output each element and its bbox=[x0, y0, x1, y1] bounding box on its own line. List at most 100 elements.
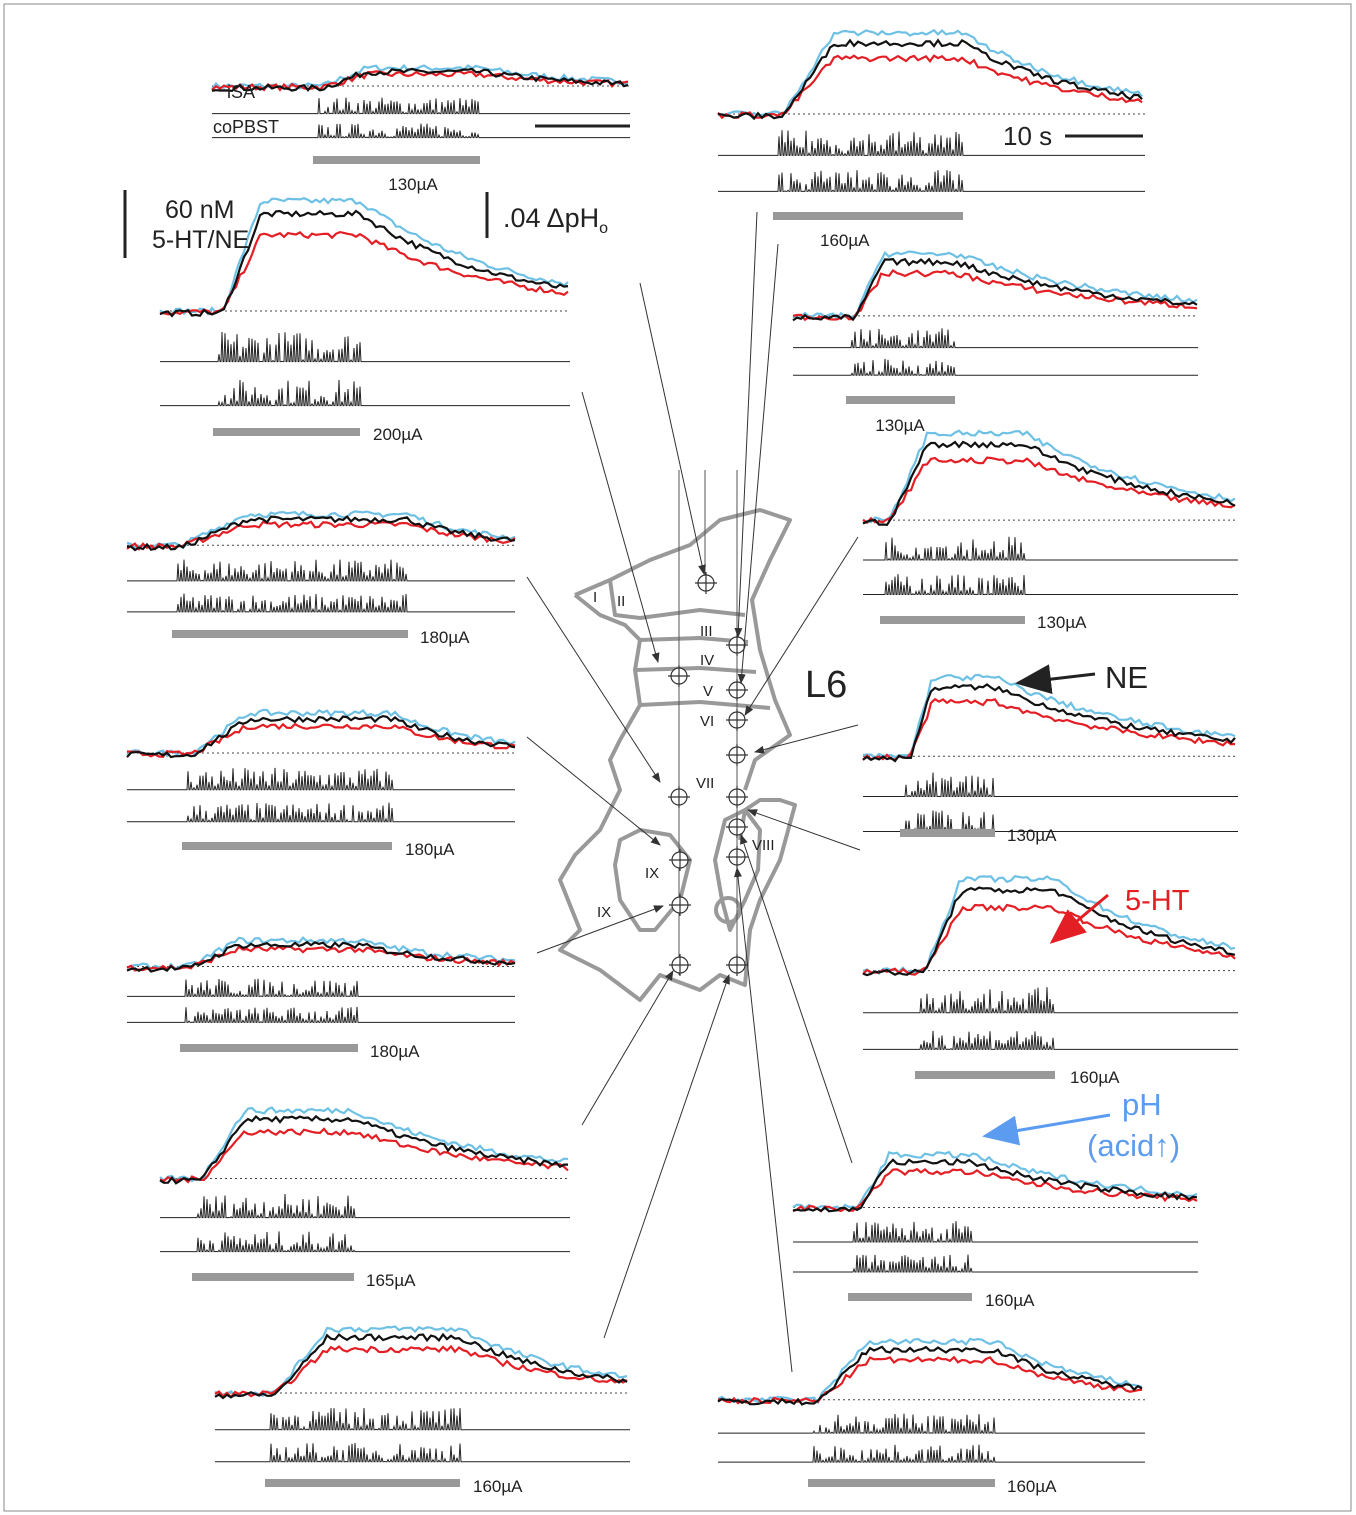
stimulus-label: 165µA bbox=[366, 1271, 416, 1290]
panel: 165µA bbox=[160, 1108, 570, 1290]
site-cross bbox=[669, 894, 691, 916]
ph-scale-subscript: o bbox=[599, 220, 608, 237]
chemical-trace bbox=[127, 517, 515, 550]
concentration-scale-label: 60 nM bbox=[165, 196, 234, 224]
nerve-trace bbox=[863, 1031, 1238, 1049]
stimulus-label: 180µA bbox=[405, 840, 455, 859]
chemical-trace bbox=[718, 40, 1142, 118]
legend-ne: NE bbox=[1105, 660, 1148, 695]
stimulus-label: 200µA bbox=[373, 425, 423, 444]
spinal-cord-diagram bbox=[560, 510, 795, 1000]
chemical-trace bbox=[793, 271, 1197, 320]
panel: 130µA bbox=[863, 431, 1238, 632]
lamina-label: V bbox=[703, 683, 713, 700]
ph-scale-label: .04 ΔpHo bbox=[503, 203, 608, 237]
lamina-label: II bbox=[617, 593, 625, 610]
lamina-label: I bbox=[593, 589, 597, 606]
site-cross bbox=[726, 744, 748, 766]
nerve-trace bbox=[127, 768, 515, 790]
legend-arrow bbox=[1018, 674, 1095, 683]
nerve-trace bbox=[793, 1221, 1198, 1242]
stimulus-label: 180µA bbox=[420, 628, 470, 647]
site-arrow bbox=[755, 725, 858, 752]
figure: 130µA 200µA 180µA 180µA 180µA 165µA 160µA 160µA… bbox=[0, 0, 1356, 1515]
site-arrow bbox=[741, 835, 852, 1163]
stimulus-label: 160µA bbox=[1007, 1477, 1057, 1496]
panel: 160µA bbox=[793, 1152, 1198, 1310]
stimulus-label: 130µA bbox=[1007, 826, 1057, 845]
legend-ph-note: (acid↑) bbox=[1087, 1128, 1180, 1163]
site-arrow bbox=[738, 212, 757, 637]
lamina-label: IX bbox=[597, 904, 611, 921]
legend-ph: pH bbox=[1122, 1087, 1162, 1122]
nerve-trace bbox=[718, 130, 1145, 155]
nerve-trace bbox=[127, 1007, 515, 1023]
chemical-trace bbox=[718, 56, 1142, 118]
stimulus-label: 160µA bbox=[985, 1291, 1035, 1310]
site-cross bbox=[726, 679, 748, 701]
site-arrow bbox=[640, 283, 704, 574]
site-arrow bbox=[741, 244, 778, 683]
stimulus-label: 130µA bbox=[388, 175, 438, 194]
legend-arrow bbox=[1052, 895, 1108, 942]
panel: 130µA bbox=[863, 675, 1238, 845]
nerve-trace bbox=[863, 987, 1238, 1013]
panels: 130µA 200µA 180µA 180µA 180µA 165µA 160µA 160µA… bbox=[127, 30, 1238, 1496]
transmitter-label: 5-HT/NE bbox=[152, 226, 249, 254]
time-scale-label: 10 s bbox=[1003, 121, 1052, 151]
nerve-trace bbox=[127, 979, 515, 997]
site-cross bbox=[726, 846, 748, 868]
stimulus-label: 160µA bbox=[820, 231, 870, 250]
lamina-label: VII bbox=[696, 775, 714, 792]
nerve-trace bbox=[718, 1414, 1145, 1433]
nerve-trace bbox=[863, 537, 1238, 560]
site-cross bbox=[695, 572, 717, 594]
trace-label: coPBST bbox=[213, 117, 279, 137]
lamina-label: IX bbox=[645, 865, 659, 882]
chemical-trace bbox=[212, 69, 628, 91]
chemical-trace bbox=[127, 716, 515, 757]
panel: 160µA bbox=[718, 1339, 1145, 1496]
nerve-trace bbox=[127, 560, 515, 581]
nerve-trace bbox=[718, 1445, 1145, 1462]
chemical-trace bbox=[793, 1160, 1197, 1212]
panel: 180µA bbox=[127, 511, 515, 647]
chemical-trace bbox=[718, 1339, 1142, 1402]
site-cross bbox=[726, 709, 748, 731]
stimulus-label: 130µA bbox=[875, 416, 925, 435]
nerve-trace bbox=[127, 594, 515, 612]
panel: 180µA bbox=[127, 710, 515, 859]
site-arrow bbox=[582, 971, 673, 1125]
nerve-trace bbox=[793, 359, 1198, 375]
site-arrow bbox=[604, 975, 729, 1338]
nerve-trace bbox=[793, 328, 1198, 347]
nerve-trace bbox=[127, 803, 515, 822]
lamina-label: IV bbox=[700, 652, 714, 669]
chemical-trace bbox=[718, 1347, 1142, 1405]
nerve-trace bbox=[160, 1194, 570, 1218]
nerve-trace bbox=[718, 170, 1145, 191]
nerve-trace bbox=[793, 1255, 1198, 1272]
lamina-label: III bbox=[700, 623, 713, 640]
site-arrow bbox=[737, 868, 792, 1372]
nerve-trace bbox=[160, 380, 570, 406]
chemical-trace bbox=[863, 431, 1235, 523]
site-arrows bbox=[527, 212, 860, 1372]
chemical-trace bbox=[793, 252, 1197, 319]
site-arrow bbox=[527, 737, 660, 845]
segment-label: L6 bbox=[805, 664, 847, 706]
lamina-label: VI bbox=[700, 713, 714, 730]
lamina-label: VIII bbox=[752, 837, 775, 854]
nerve-trace bbox=[160, 332, 570, 362]
site-cross bbox=[668, 786, 690, 808]
nerve-trace bbox=[215, 1443, 630, 1462]
stimulus-label: 130µA bbox=[1037, 613, 1087, 632]
chemical-trace bbox=[160, 1108, 568, 1181]
panel: 180µA bbox=[127, 938, 515, 1061]
nerve-trace bbox=[212, 98, 630, 114]
ph-scale-text: .04 ΔpH bbox=[503, 203, 599, 233]
stimulus-label: 160µA bbox=[1070, 1068, 1120, 1087]
nerve-trace bbox=[863, 773, 1238, 797]
nerve-trace bbox=[215, 1408, 630, 1430]
nerve-trace bbox=[160, 1231, 570, 1251]
